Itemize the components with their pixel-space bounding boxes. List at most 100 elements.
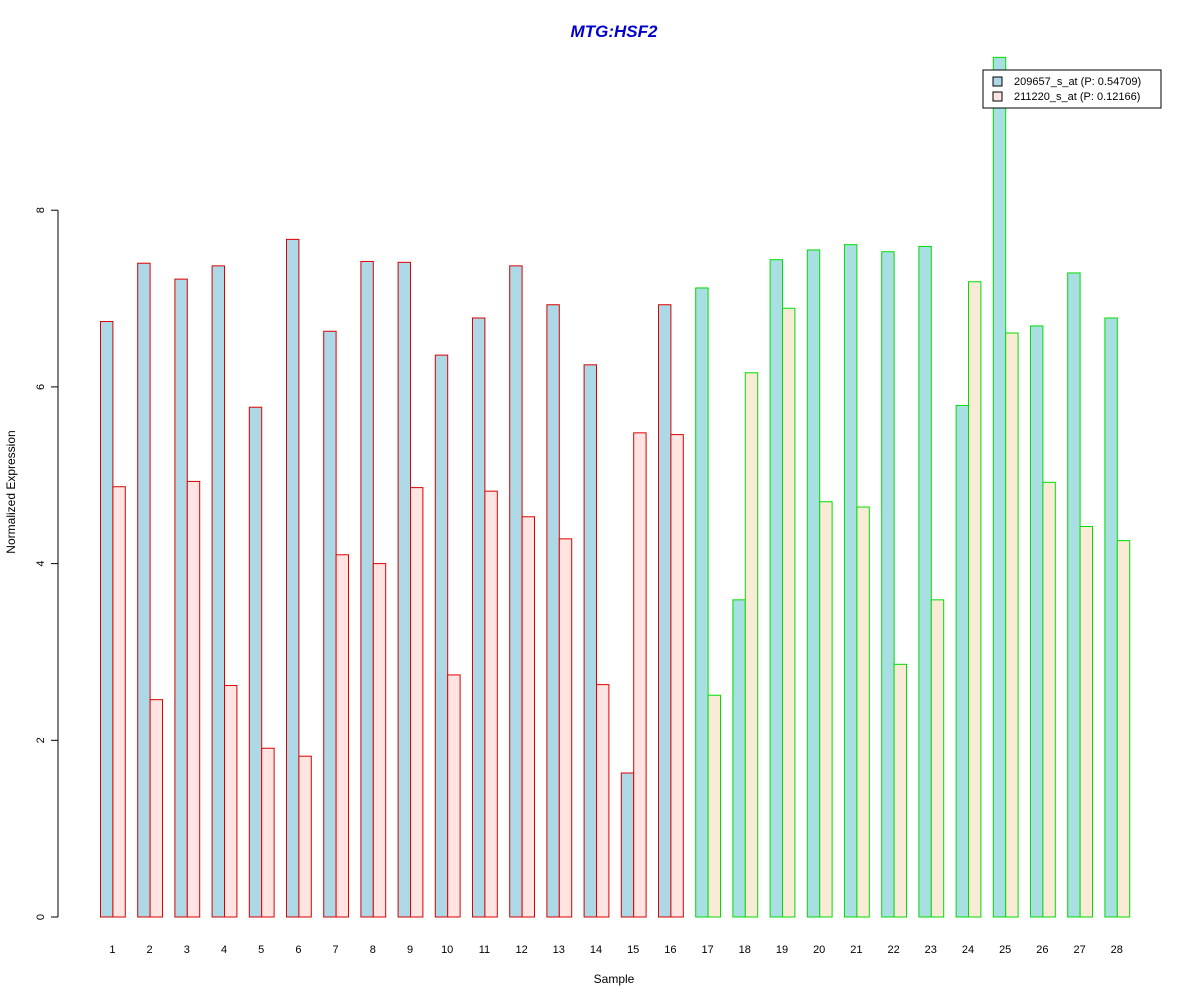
bar-sample-13-series-1 [546, 304, 560, 918]
bar-sample-9-series-2 [410, 487, 424, 918]
bar-sample-3-series-2 [186, 480, 201, 918]
bar-sample-4-series-1 [211, 265, 226, 918]
bar-sample-21-series-1 [844, 244, 858, 918]
x-tick-label: 11 [479, 944, 490, 956]
bar-sample-23-series-1 [918, 245, 932, 918]
bars [100, 56, 1131, 918]
x-tick-label: 26 [1036, 944, 1048, 956]
bar-sample-26-series-2 [1042, 481, 1056, 918]
x-tick-label: 12 [515, 944, 527, 956]
bar-sample-24-series-1 [955, 404, 969, 918]
x-tick-label: 25 [999, 944, 1011, 956]
bar-sample-21-series-2 [856, 506, 870, 918]
x-tick-label: 9 [407, 944, 413, 956]
bar-sample-28-series-2 [1116, 540, 1131, 918]
bar-sample-22-series-1 [881, 251, 895, 918]
bar-sample-23-series-2 [930, 599, 945, 918]
bar-sample-3-series-1 [174, 278, 188, 918]
x-tick-label: 27 [1073, 944, 1085, 956]
bar-sample-17-series-2 [707, 694, 721, 918]
x-tick-label: 28 [1111, 944, 1123, 956]
bar-sample-25-series-2 [1005, 332, 1019, 918]
x-tick-labels: 1 2 3 4 5 6 7 8 9 10 11 12 13 14 15 16 17 18 19 20 21 22 23 24 2… [109, 944, 1123, 956]
x-tick-label: 22 [887, 944, 899, 956]
bar-sample-26-series-1 [1030, 325, 1044, 918]
legend-label-series-2: 211220_s_at (P: 0.12166) [1014, 91, 1140, 103]
bar-sample-19-series-2 [782, 307, 796, 918]
x-tick-label: 8 [370, 944, 376, 956]
x-tick-label: 19 [776, 944, 788, 956]
x-tick-label: 21 [850, 944, 862, 956]
bar-sample-18-series-2 [744, 372, 759, 918]
bar-sample-6-series-2 [298, 755, 312, 918]
legend-swatch-series-1 [992, 76, 1003, 87]
bar-sample-15-series-2 [633, 432, 647, 918]
x-tick-label: 17 [701, 944, 713, 956]
bar-sample-10-series-2 [447, 674, 461, 918]
bar-sample-8-series-1 [360, 260, 374, 918]
y-tick-label: 8 [35, 207, 47, 213]
bar-sample-15-series-1 [620, 772, 635, 918]
bar-sample-8-series-2 [372, 563, 387, 918]
x-tick-label: 5 [258, 944, 264, 956]
x-tick-label: 18 [739, 944, 751, 956]
bar-sample-5-series-2 [261, 747, 275, 918]
x-tick-label: 14 [590, 944, 602, 956]
bar-sample-10-series-1 [434, 354, 449, 918]
bar-sample-2-series-1 [137, 262, 151, 918]
bar-sample-1-series-1 [100, 321, 114, 918]
bar-sample-6-series-1 [286, 238, 300, 918]
y-tick-label: 6 [35, 384, 47, 390]
x-tick-label: 23 [925, 944, 937, 956]
y-axis: 0 2 4 6 8 [35, 207, 59, 920]
x-tick-label: 20 [813, 944, 825, 956]
bar-sample-20-series-2 [819, 501, 833, 918]
bar-sample-20-series-1 [806, 249, 821, 918]
y-tick-label: 4 [35, 561, 47, 567]
chart-title: MTG:HSF2 [571, 22, 658, 41]
bar-sample-14-series-1 [583, 364, 597, 918]
bar-sample-13-series-2 [558, 538, 573, 918]
bar-sample-17-series-1 [695, 287, 709, 918]
bar-sample-24-series-2 [968, 281, 982, 918]
x-tick-label: 24 [962, 944, 974, 956]
legend: 209657_s_at (P: 0.54709) 211220_s_at (P: … [982, 69, 1162, 109]
bar-sample-7-series-2 [335, 554, 350, 918]
legend-swatch-series-2 [992, 91, 1003, 102]
x-axis-label: Sample [594, 972, 635, 986]
bar-sample-18-series-1 [732, 599, 746, 918]
bar-sample-16-series-1 [658, 304, 672, 918]
y-tick-label: 0 [35, 914, 47, 920]
bar-sample-16-series-2 [670, 434, 684, 918]
bar-sample-5-series-1 [248, 406, 263, 918]
bar-sample-12-series-1 [509, 265, 523, 918]
bar-sample-14-series-2 [596, 684, 610, 918]
bar-sample-12-series-2 [521, 516, 535, 918]
x-tick-label: 4 [221, 944, 227, 956]
bar-sample-22-series-2 [893, 663, 907, 918]
x-tick-label: 6 [295, 944, 301, 956]
bar-sample-7-series-1 [323, 330, 337, 918]
x-tick-label: 13 [553, 944, 565, 956]
y-tick-label: 2 [35, 737, 47, 743]
x-tick-label: 10 [441, 944, 453, 956]
legend-box [982, 69, 1162, 109]
bar-sample-11-series-1 [472, 317, 486, 918]
bar-sample-19-series-1 [769, 259, 783, 918]
x-tick-label: 15 [627, 944, 639, 956]
bar-sample-2-series-2 [149, 699, 164, 918]
bar-sample-4-series-2 [224, 685, 238, 918]
legend-label-series-1: 209657_s_at (P: 0.54709) [1014, 76, 1141, 88]
x-tick-label: 7 [333, 944, 339, 956]
bar-sample-27-series-2 [1079, 525, 1093, 918]
y-axis-label: Normalized Expression [4, 430, 18, 553]
x-tick-label: 1 [109, 944, 115, 956]
x-tick-label: 2 [147, 944, 153, 956]
bar-sample-25-series-1 [992, 56, 1007, 918]
x-tick-label: 3 [184, 944, 190, 956]
bar-sample-27-series-1 [1067, 272, 1081, 918]
bar-sample-28-series-1 [1104, 317, 1118, 918]
bar-sample-1-series-2 [112, 486, 126, 918]
bar-sample-9-series-1 [397, 261, 412, 918]
